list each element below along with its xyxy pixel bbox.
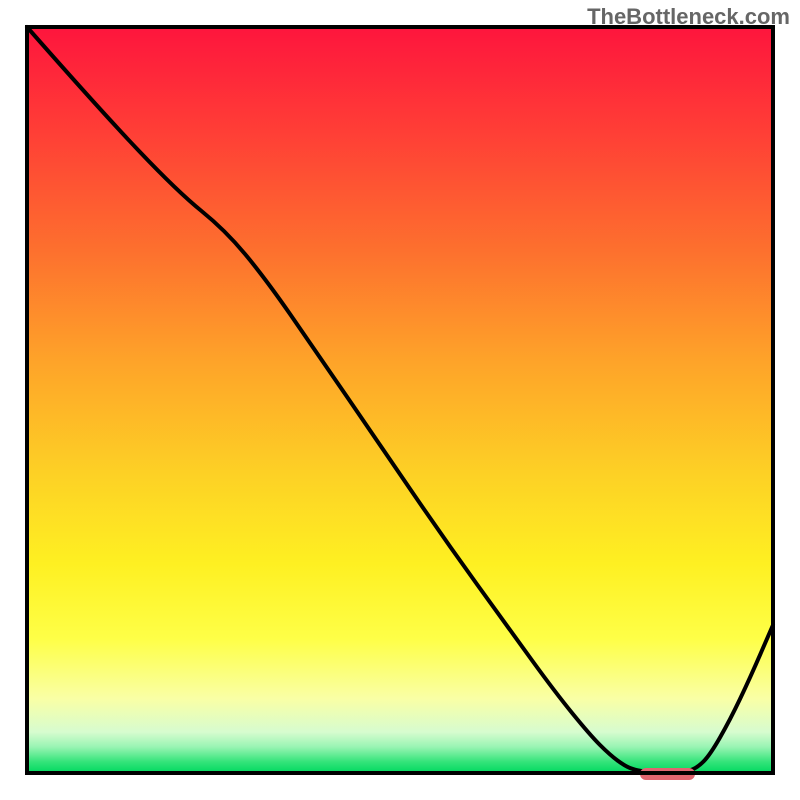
plot-background — [27, 27, 773, 773]
chart-container: TheBottleneck.com — [0, 0, 800, 800]
attribution-text: TheBottleneck.com — [587, 4, 790, 30]
bottleneck-chart — [0, 0, 800, 800]
